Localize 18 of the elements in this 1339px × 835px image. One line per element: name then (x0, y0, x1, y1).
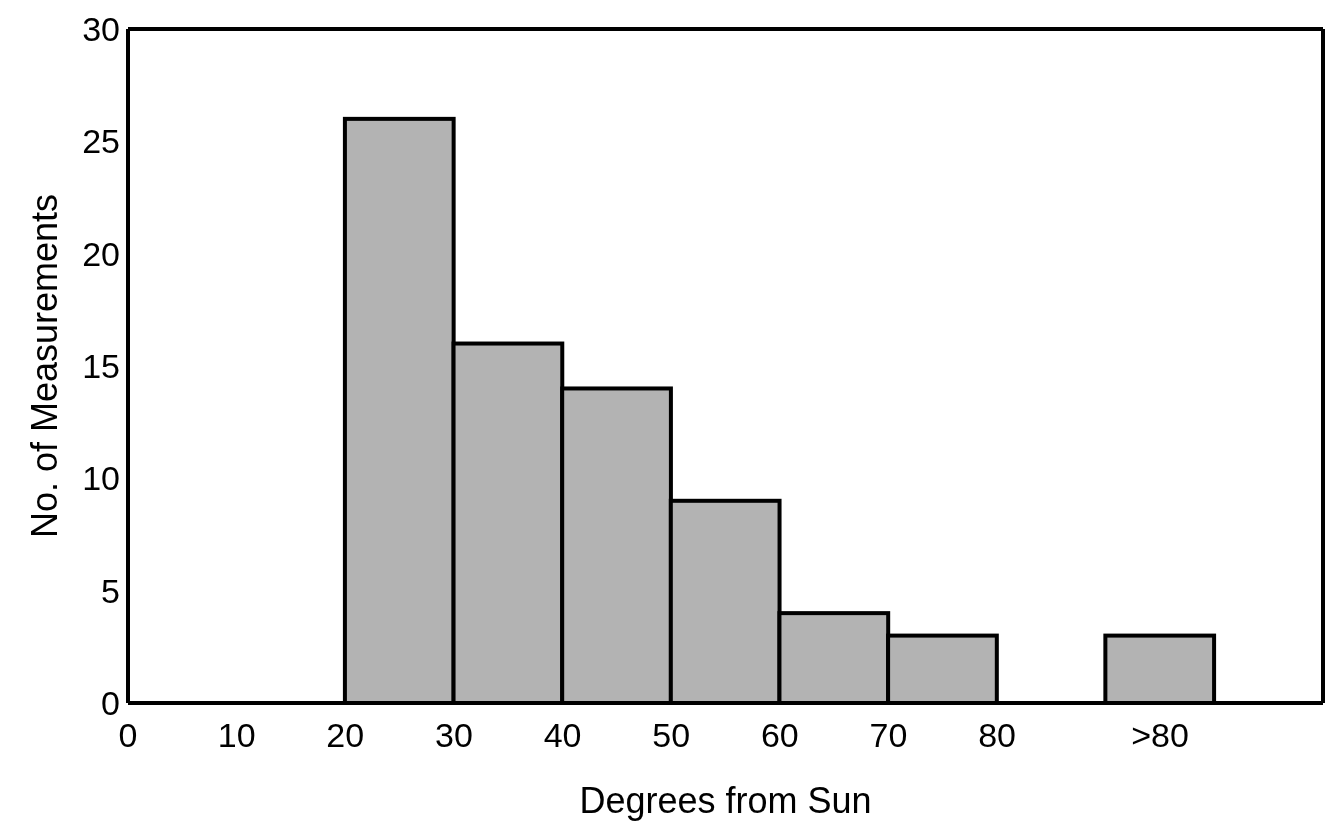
x-tick-label: 30 (435, 716, 473, 755)
x-tick-label: 70 (869, 716, 908, 755)
x-tick-label: 80 (978, 716, 1017, 755)
x-tick-label: 60 (760, 716, 799, 755)
x-tick-label: 50 (652, 716, 691, 755)
x-tick-label: 20 (326, 716, 365, 755)
x-axis-title: Degrees from Sun (579, 780, 872, 821)
y-tick-label: 30 (82, 10, 120, 49)
y-tick-label: 15 (82, 347, 120, 386)
y-axis-title: No. of Measurements (23, 193, 65, 539)
x-tick-label: 10 (217, 716, 256, 755)
y-tick-label: 0 (101, 684, 120, 723)
y-tick-label: 5 (101, 571, 120, 610)
y-tick-label: 10 (82, 459, 120, 498)
x-tick-label: 40 (543, 716, 582, 755)
x-tick-label: >80 (1131, 716, 1189, 755)
y-tick-label: 25 (82, 122, 120, 161)
y-tick-label: 20 (82, 234, 120, 273)
